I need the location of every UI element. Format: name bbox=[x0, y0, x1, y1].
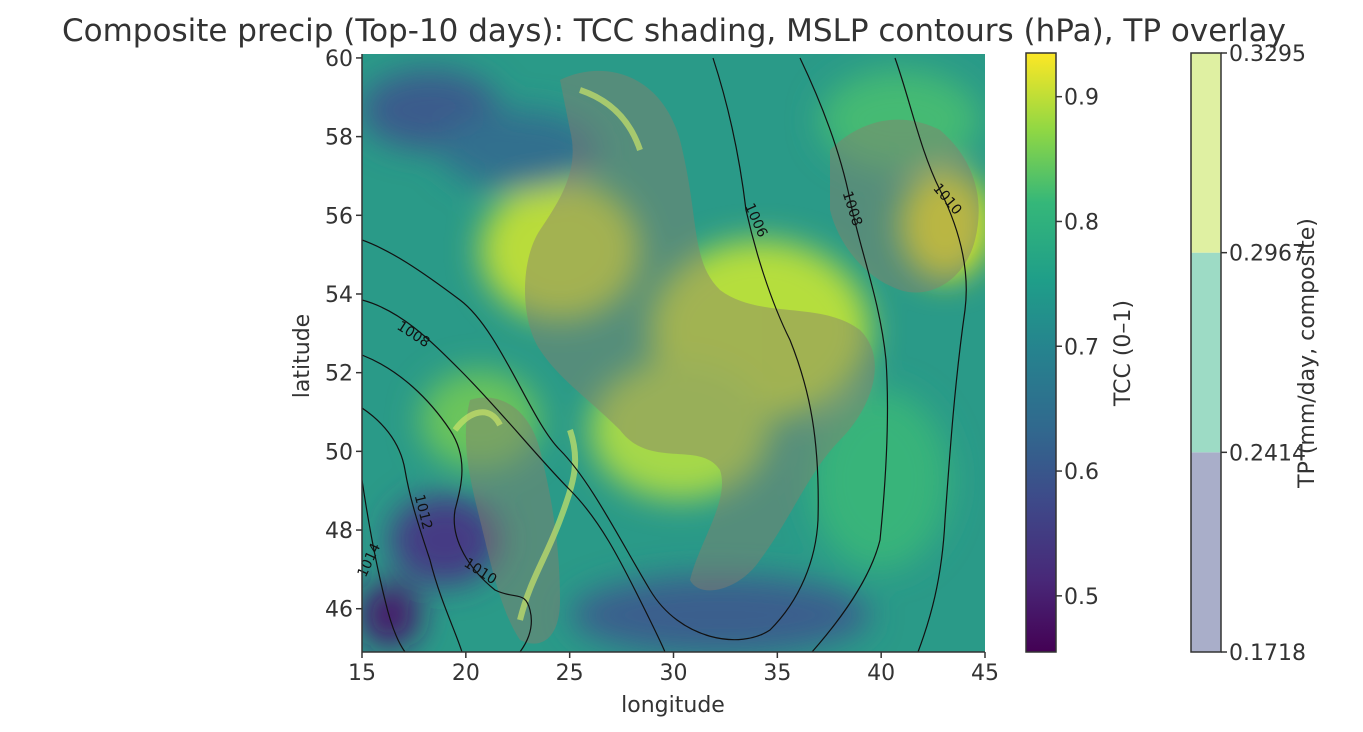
x-tick-label: 40 bbox=[867, 661, 895, 686]
mslp-contour-1008-west bbox=[362, 299, 666, 652]
chart-title: Composite precip (Top-10 days): TCC shad… bbox=[62, 13, 1286, 49]
y-axis-label: latitude bbox=[290, 314, 315, 398]
x-tick-label: 20 bbox=[452, 661, 480, 686]
tp-tick-label: 0.2414 bbox=[1229, 441, 1306, 466]
y-tick-label: 58 bbox=[325, 126, 353, 151]
mslp-contour-1010-west bbox=[362, 354, 532, 652]
tp-colorbar: 0.1718 0.2414 0.2967 0.3295 TP (mm/day, com… bbox=[1190, 42, 1320, 666]
y-tick-label: 56 bbox=[325, 204, 353, 229]
y-tick-label: 52 bbox=[325, 362, 353, 387]
y-tick-label: 54 bbox=[325, 283, 353, 308]
mslp-contour-1006 bbox=[362, 57, 819, 641]
x-axis-label: longitude bbox=[621, 693, 725, 718]
tcc-tick-label: 0.6 bbox=[1064, 460, 1099, 485]
x-axis: 15 20 25 30 35 40 45 bbox=[348, 652, 999, 686]
x-tick-label: 45 bbox=[971, 661, 999, 686]
tcc-region bbox=[480, 180, 640, 320]
tcc-region bbox=[820, 70, 980, 170]
tcc-tick-label: 0.9 bbox=[1064, 86, 1099, 111]
tcc-tick-label: 0.7 bbox=[1064, 335, 1099, 360]
x-tick-label: 25 bbox=[556, 661, 584, 686]
mslp-contour-1010-east bbox=[894, 57, 967, 652]
tp-tick-label: 0.3295 bbox=[1229, 42, 1306, 67]
tp-colorbar-cells bbox=[1191, 53, 1221, 652]
y-tick-label: 46 bbox=[325, 598, 353, 623]
mslp-contour-1014 bbox=[362, 479, 406, 652]
tcc-tick-label: 0.8 bbox=[1064, 210, 1099, 235]
tp-colorbar-band bbox=[1191, 252, 1221, 453]
y-tick-label: 48 bbox=[325, 519, 353, 544]
mslp-contours bbox=[362, 57, 967, 652]
y-tick-label: 50 bbox=[325, 440, 353, 465]
tp-colorbar-label: TP (mm/day, composite) bbox=[1295, 218, 1320, 489]
tp-overlay bbox=[465, 70, 979, 644]
tcc-colorbar-label: TCC (0–1) bbox=[1111, 300, 1136, 407]
tp-tick-label: 0.2967 bbox=[1229, 242, 1306, 267]
tcc-region bbox=[810, 390, 950, 570]
tcc-field bbox=[362, 54, 985, 652]
tcc-tick-label: 0.5 bbox=[1064, 585, 1099, 610]
tcc-region bbox=[440, 110, 600, 190]
tp-tick-label: 0.1718 bbox=[1229, 641, 1306, 666]
y-tick-label: 60 bbox=[325, 47, 353, 72]
tcc-colorbar: 0.5 0.6 0.7 0.8 0.9 TCC (0–1) bbox=[1025, 52, 1136, 653]
tcc-region bbox=[390, 495, 500, 585]
tcc-region bbox=[420, 370, 540, 470]
tcc-region bbox=[362, 583, 420, 647]
mslp-contour-1012 bbox=[362, 407, 463, 652]
tcc-region bbox=[900, 170, 985, 280]
tp-colorbar-ticks: 0.1718 0.2414 0.2967 0.3295 bbox=[1221, 42, 1306, 666]
tp-overlay-band bbox=[452, 87, 643, 621]
tp-colorbar-band bbox=[1191, 53, 1221, 253]
x-tick-label: 35 bbox=[763, 661, 791, 686]
x-tick-label: 15 bbox=[348, 661, 376, 686]
tp-colorbar-band bbox=[1191, 452, 1221, 652]
mslp-contour-1008-east bbox=[799, 57, 889, 652]
x-tick-label: 30 bbox=[660, 661, 688, 686]
tcc-region bbox=[590, 360, 770, 500]
tcc-region bbox=[570, 575, 870, 652]
tcc-colorbar-ticks: 0.5 0.6 0.7 0.8 0.9 bbox=[1056, 86, 1099, 610]
y-axis: 46 48 50 52 54 56 58 60 bbox=[325, 47, 362, 623]
